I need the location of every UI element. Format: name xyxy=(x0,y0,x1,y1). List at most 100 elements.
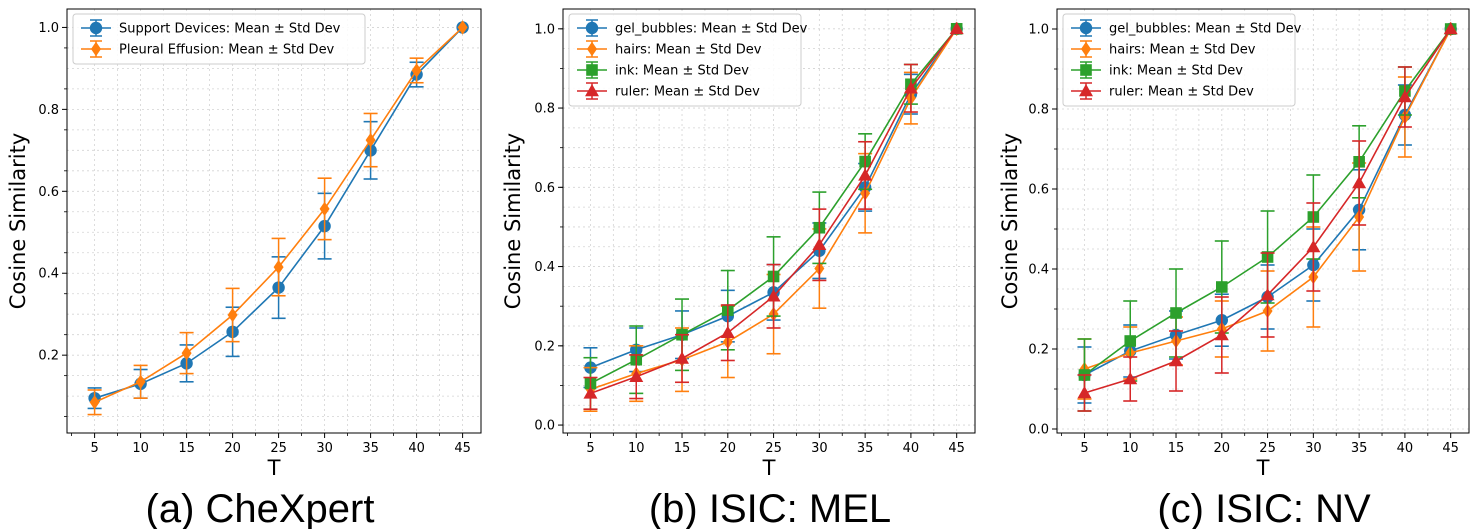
grid-lines xyxy=(67,9,481,433)
x-tick-label: 15 xyxy=(674,441,691,456)
series-2 xyxy=(87,20,468,416)
data-point xyxy=(273,259,284,275)
x-tick-label: 10 xyxy=(132,441,149,456)
data-point xyxy=(457,20,468,35)
data-point xyxy=(1352,176,1367,189)
y-tick-label: 0.2 xyxy=(534,339,555,354)
legend-entry: ink: Mean ± Std Dev xyxy=(1109,64,1243,79)
series-4 xyxy=(583,21,964,411)
x-tick-label: 25 xyxy=(270,441,287,456)
x-axis-label: T xyxy=(762,456,776,480)
x-axis-label: T xyxy=(1256,456,1270,480)
data-point xyxy=(319,201,330,217)
legend-marker xyxy=(585,84,599,97)
y-tick-label: 0.4 xyxy=(38,267,59,282)
legend-entry: ink: Mean ± Std Dev xyxy=(615,64,749,79)
x-tick-label: 45 xyxy=(454,441,471,456)
data-point xyxy=(1124,335,1137,347)
data-point xyxy=(1170,307,1182,319)
y-tick-label: 0.2 xyxy=(38,349,59,364)
legend-marker xyxy=(1079,84,1093,97)
y-tick-label: 0.4 xyxy=(1028,263,1049,278)
y-tick-label: 0.0 xyxy=(1028,423,1049,438)
legend-box xyxy=(1062,13,1296,107)
x-tick-label: 20 xyxy=(1214,441,1231,456)
x-tick-label: 30 xyxy=(316,441,333,456)
y-tick-label: 0.6 xyxy=(1028,183,1049,198)
x-tick-label: 35 xyxy=(1351,441,1368,456)
y-tick-label: 0.8 xyxy=(534,102,555,117)
axes-frame xyxy=(1056,8,1470,434)
data-point xyxy=(1260,288,1275,301)
x-tick-label: 15 xyxy=(178,441,195,456)
legend-marker xyxy=(1079,21,1093,35)
chart-caption: (c) ISIC: NV xyxy=(1157,487,1371,529)
y-tick-label: 0.0 xyxy=(534,419,555,434)
legend-entry: ruler: Mean ± Std Dev xyxy=(615,85,760,100)
y-tick-label: 0.8 xyxy=(38,103,59,118)
data-point xyxy=(1077,386,1092,399)
x-tick-label: 40 xyxy=(903,441,920,456)
chart-panel-2: 5 10 15 20 25 30 35 40 45 0.0 0.2 0.4 0.6 0.8 1.0 T Cosi… xyxy=(501,8,976,529)
x-tick-label: 30 xyxy=(1305,441,1322,456)
legend-entry: gel_bubbles: Mean ± Std Dev xyxy=(1109,22,1302,37)
x-tick-label: 30 xyxy=(811,441,828,456)
data-point xyxy=(1443,22,1458,35)
axes-frame xyxy=(66,8,482,434)
chart-panel-3: 5 10 15 20 25 30 35 40 45 0.0 0.2 0.4 0.6 0.8 1.0 T Cosi… xyxy=(998,8,1470,529)
x-tick-label: 5 xyxy=(90,441,98,456)
data-point xyxy=(949,21,964,35)
y-tick-label: 0.2 xyxy=(1028,343,1049,358)
x-tick-label: 25 xyxy=(765,441,782,456)
x-tick-label: 40 xyxy=(1397,441,1414,456)
data-point xyxy=(812,237,827,251)
y-tick-label: 1.0 xyxy=(1028,23,1049,38)
y-tick-label: 0.6 xyxy=(534,181,555,196)
data-point xyxy=(766,289,781,302)
data-point xyxy=(89,395,100,410)
data-point xyxy=(629,369,644,382)
data-point xyxy=(720,325,735,338)
x-tick-label: 25 xyxy=(1259,441,1276,456)
data-point xyxy=(1216,281,1228,293)
legend-marker xyxy=(91,41,101,57)
data-point xyxy=(903,81,918,94)
x-tick-label: 45 xyxy=(948,441,965,456)
data-point xyxy=(135,374,146,389)
x-tick-label: 5 xyxy=(586,441,594,456)
legend-entry: gel_bubbles: Mean ± Std Dev xyxy=(615,22,808,37)
data-point xyxy=(858,168,873,181)
legend: gel_bubbles: Mean ± Std Dev hairs: Mean ±… xyxy=(568,13,808,107)
legend-entry: hairs: Mean ± Std Dev xyxy=(1109,43,1256,58)
x-tick-label: 10 xyxy=(628,441,645,456)
y-axis-label: Cosine Similarity xyxy=(6,133,30,309)
data-point xyxy=(181,345,192,361)
data-point xyxy=(1306,240,1321,253)
data-point xyxy=(365,132,376,148)
legend-marker xyxy=(585,21,599,35)
chart-caption: (b) ISIC: MEL xyxy=(649,487,891,529)
series-4 xyxy=(1077,22,1458,412)
data-point xyxy=(1214,328,1229,341)
y-axis-label: Cosine Similarity xyxy=(998,133,1022,309)
y-tick-label: 0.8 xyxy=(1028,103,1049,118)
legend-marker xyxy=(586,64,598,76)
x-tick-label: 20 xyxy=(720,441,737,456)
y-tick-label: 0.4 xyxy=(534,260,555,275)
x-tick-label: 15 xyxy=(1168,441,1185,456)
data-point xyxy=(227,307,238,323)
legend-entry: ruler: Mean ± Std Dev xyxy=(1109,85,1254,100)
x-tick-label: 20 xyxy=(224,441,241,456)
x-tick-label: 40 xyxy=(408,441,425,456)
x-axis-label: T xyxy=(267,456,281,480)
legend: gel_bubbles: Mean ± Std Dev hairs: Mean ±… xyxy=(1062,13,1302,107)
x-tick-label: 35 xyxy=(857,441,874,456)
y-axis-label: Cosine Similarity xyxy=(501,133,525,309)
data-point xyxy=(411,63,422,78)
legend-marker xyxy=(89,21,103,35)
y-tick-label: 0.6 xyxy=(38,185,59,200)
legend-entry: Support Devices: Mean ± Std Dev xyxy=(119,22,341,37)
legend-marker xyxy=(1080,64,1092,76)
axes-frame xyxy=(562,8,976,434)
